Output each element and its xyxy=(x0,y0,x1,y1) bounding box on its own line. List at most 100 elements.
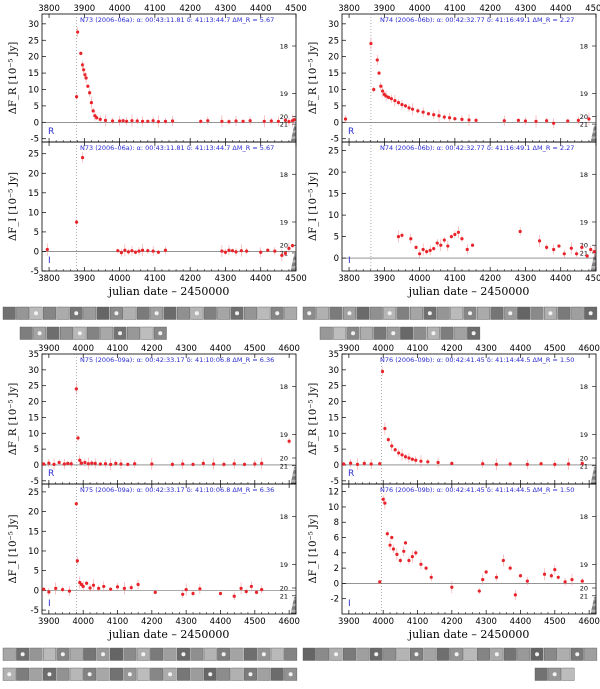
data-point xyxy=(140,119,145,123)
stamp-source xyxy=(387,311,392,316)
data-point xyxy=(380,369,385,374)
y-tick-label: 8 xyxy=(334,518,339,528)
data-point xyxy=(580,245,584,249)
data-point xyxy=(69,462,73,466)
mag-tick-label: 21 xyxy=(280,121,288,129)
mag-tick-label: 21 xyxy=(580,592,588,600)
stamp-thumbnail xyxy=(356,647,370,661)
stamp-source xyxy=(74,311,79,316)
data-point xyxy=(74,95,79,99)
y-tick-label: -5 xyxy=(31,477,39,487)
panel-N74-R: 3800 3900 4000 4100 4200 4300 4400 4500 -5 0 5 10 15… xyxy=(308,4,600,145)
data-point xyxy=(115,585,120,589)
data-point xyxy=(79,51,83,55)
data-point xyxy=(484,570,488,574)
stamp-thumbnail xyxy=(284,306,298,320)
data-point xyxy=(118,119,122,123)
mag-tick-label: 18 xyxy=(280,171,288,179)
data-point xyxy=(220,249,224,253)
x-tick-label: 4200 xyxy=(479,274,501,284)
stamp-thumbnail xyxy=(217,667,231,681)
stamp-thumbnail xyxy=(29,667,43,681)
stamp-thumbnail xyxy=(356,306,370,320)
panel-header: N73 (2006–06a): α: 00:43:11.81 δ: 41:13:… xyxy=(80,144,274,152)
stamp-thumbnail xyxy=(383,647,397,661)
mag-tick-label: 21 xyxy=(280,462,288,470)
band-label: R xyxy=(348,469,354,479)
mag-tick-label: 20 xyxy=(280,113,288,121)
x-tick-label: 4000 xyxy=(409,4,431,14)
mag-tick-label: 20 xyxy=(580,585,588,593)
stamp-strip-n76-bottom xyxy=(534,667,575,681)
stamp-source xyxy=(87,672,92,677)
y-tick-label: 5 xyxy=(334,102,339,112)
mag-tick-label: 19 xyxy=(280,431,288,439)
x-tick-label: 4000 xyxy=(372,617,394,627)
data-point xyxy=(407,106,411,110)
data-point xyxy=(400,102,404,107)
stamp-strip-n76-top xyxy=(302,647,598,661)
data-point xyxy=(163,248,168,252)
mag-tick-label: 18 xyxy=(280,43,288,51)
data-point xyxy=(283,251,288,256)
data-point xyxy=(477,589,481,593)
data-point xyxy=(218,591,223,596)
x-axis-label: julian date – 2450000 xyxy=(107,285,230,298)
data-point xyxy=(287,439,291,443)
data-point xyxy=(290,243,295,248)
y-tick-label: 15 xyxy=(28,527,39,537)
stamp-thumbnail xyxy=(517,306,531,320)
data-point xyxy=(146,119,150,123)
stamp-thumbnail xyxy=(329,306,343,320)
x-tick-label: 4000 xyxy=(372,344,394,354)
data-point xyxy=(184,587,188,592)
stamp-source xyxy=(168,672,173,677)
y-tick-label: 30 xyxy=(328,20,339,30)
x-tick-label: 4400 xyxy=(250,4,272,14)
stamp-thumbnail xyxy=(56,306,70,320)
stamp-source xyxy=(77,331,82,336)
data-point xyxy=(403,541,408,545)
y-tick-label: 35 xyxy=(328,350,339,360)
data-point xyxy=(109,462,113,466)
y-tick-label: 5 xyxy=(334,445,339,455)
stamp-thumbnail xyxy=(69,667,83,681)
stamp-source xyxy=(154,311,159,316)
data-point xyxy=(151,249,155,253)
data-point xyxy=(467,118,471,122)
x-tick-label: 4100 xyxy=(107,344,129,354)
data-point xyxy=(460,117,464,121)
data-layer xyxy=(378,495,584,600)
y-tick-label: -2 xyxy=(331,595,339,605)
data-point xyxy=(549,574,553,578)
x-tick-label: 4500 xyxy=(285,274,307,284)
data-point xyxy=(146,249,150,253)
mag-tick-label: 21 xyxy=(580,249,588,257)
stamp-thumbnail xyxy=(369,306,383,320)
data-point xyxy=(566,462,571,466)
stamp-strip-n73-top xyxy=(2,306,298,320)
data-point xyxy=(86,84,90,88)
x-axis-label: julian date – 2450000 xyxy=(107,628,230,641)
stamp-thumbnail xyxy=(477,306,490,320)
stamp-source xyxy=(508,311,513,316)
stamp-source xyxy=(288,672,293,677)
data-point xyxy=(518,574,523,578)
x-tick-label: 4400 xyxy=(510,617,532,627)
x-tick-label: 4500 xyxy=(544,617,566,627)
stamp-thumbnail xyxy=(400,326,414,340)
y-tick-label: 20 xyxy=(328,398,339,408)
data-layer xyxy=(45,152,295,262)
stamp-source xyxy=(494,652,499,657)
y-tick-label: 6 xyxy=(334,534,339,544)
data-point xyxy=(388,543,392,547)
panel-header: N73 (2006–06a): α: 00:43:11.81 δ: 41:13:… xyxy=(80,16,274,24)
mag-tick-label: 19 xyxy=(280,561,288,569)
y-tick-label: 20 xyxy=(328,168,339,178)
data-point xyxy=(133,462,137,466)
data-point xyxy=(396,101,401,105)
y-tick-label: 10 xyxy=(328,85,339,95)
data-point xyxy=(513,593,517,597)
y-axis-label: ΔF_R [10⁻⁵ Jy] xyxy=(8,383,19,456)
y-tick-label: 15 xyxy=(28,69,39,79)
